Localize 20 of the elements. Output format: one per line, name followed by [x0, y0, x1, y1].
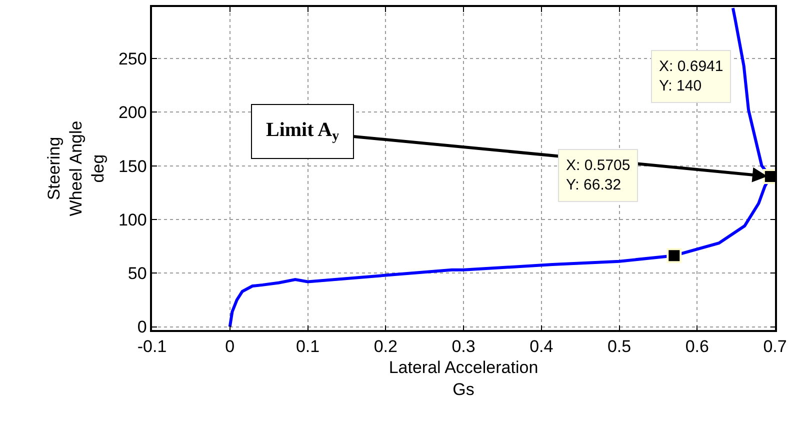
x-axis-title: Lateral Acceleration Gs [388, 358, 538, 400]
y-tick-label: 0 [137, 318, 147, 337]
x-tick-label: 0.5 [607, 337, 632, 356]
x-tick-label: 0.7 [763, 337, 787, 356]
annotation: Limit A$_{y}$ [266, 119, 340, 144]
x-tick-label: 0 [225, 337, 235, 356]
annotation: X: 0.6941 Y: 140 [659, 58, 724, 94]
y-tick-label: 100 [118, 210, 147, 230]
x-tick-label: 0.6 [685, 337, 709, 356]
y-axis-title: Steering Wheel Angle deg [44, 120, 108, 216]
x-tick-label: -0.1 [137, 337, 167, 356]
y-tick-label: 50 [128, 264, 147, 284]
x-tick-label: 0.1 [296, 337, 320, 356]
y-tick-label: 150 [118, 156, 147, 176]
annotation: X: 0.5705 Y: 66.32 [566, 157, 630, 194]
x-tick-label: 0.4 [530, 337, 554, 356]
y-tick-label: 200 [118, 103, 147, 122]
y-tick-label: 250 [118, 49, 147, 68]
x-tick-label: 0.2 [374, 337, 398, 356]
x-tick-label: 0.3 [452, 337, 476, 356]
